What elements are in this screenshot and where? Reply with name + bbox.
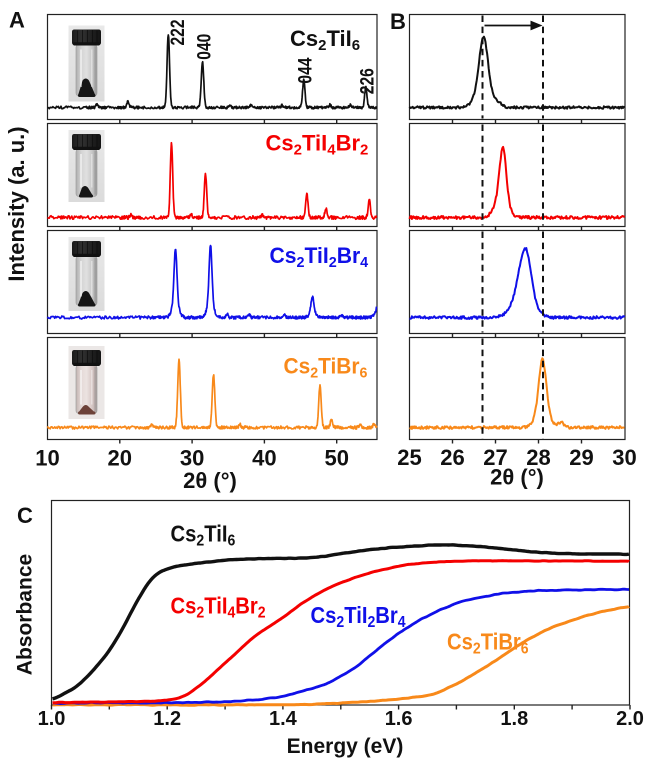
- svg-text:Cs2TiI6: Cs2TiI6: [290, 26, 360, 54]
- svg-text:A: A: [9, 8, 25, 33]
- svg-text:Cs2TiI2Br4: Cs2TiI2Br4: [270, 243, 369, 271]
- svg-text:1.2: 1.2: [153, 708, 181, 730]
- svg-text:Cs2TiI4Br2: Cs2TiI4Br2: [171, 592, 266, 621]
- svg-text:1.4: 1.4: [269, 708, 298, 730]
- svg-text:28: 28: [526, 445, 550, 470]
- svg-text:222: 222: [167, 20, 189, 46]
- svg-text:2θ (°): 2θ (°): [490, 465, 544, 490]
- svg-text:27: 27: [483, 445, 507, 470]
- svg-text:Cs2TiBr6: Cs2TiBr6: [447, 628, 529, 657]
- svg-text:Cs2TiI4Br2: Cs2TiI4Br2: [266, 131, 369, 159]
- svg-text:20: 20: [108, 446, 132, 471]
- svg-text:Cs2TiI2Br4: Cs2TiI2Br4: [311, 602, 407, 631]
- svg-text:040: 040: [193, 34, 215, 60]
- svg-text:26: 26: [440, 445, 464, 470]
- svg-text:2θ (°): 2θ (°): [183, 468, 237, 493]
- svg-text:30: 30: [180, 446, 204, 471]
- svg-text:C: C: [17, 503, 33, 528]
- svg-text:Absorbance: Absorbance: [14, 554, 37, 675]
- svg-text:2.0: 2.0: [616, 708, 644, 730]
- svg-text:40: 40: [252, 446, 276, 471]
- svg-text:1.0: 1.0: [38, 708, 66, 730]
- svg-text:Intensity (a. u.): Intensity (a. u.): [4, 126, 29, 281]
- svg-text:29: 29: [569, 445, 593, 470]
- svg-text:Cs2TiBr6: Cs2TiBr6: [284, 354, 368, 382]
- svg-text:226: 226: [356, 68, 378, 94]
- svg-text:1.6: 1.6: [385, 708, 413, 730]
- svg-text:50: 50: [324, 446, 348, 471]
- svg-text:Cs2TiI6: Cs2TiI6: [171, 520, 236, 549]
- svg-text:B: B: [390, 9, 406, 34]
- svg-text:25: 25: [397, 445, 421, 470]
- svg-text:30: 30: [612, 445, 636, 470]
- svg-text:10: 10: [35, 446, 59, 471]
- svg-text:Energy (eV): Energy (eV): [287, 735, 404, 758]
- svg-text:044: 044: [294, 57, 316, 83]
- svg-text:1.8: 1.8: [500, 708, 528, 730]
